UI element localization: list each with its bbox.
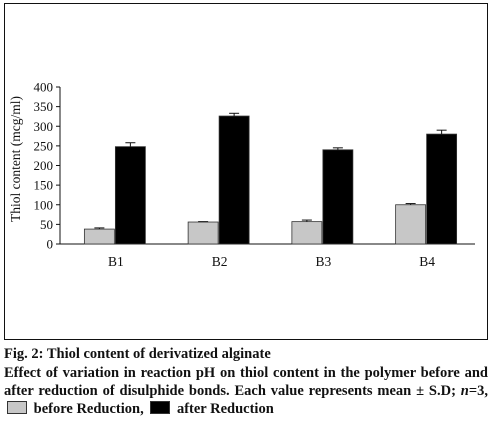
bar-after-reduction [114,146,146,245]
y-tick-label: 150 [34,178,54,193]
figure-frame: 0 50 100 150 200 250 300 350 400 B1 B2 B3 B4 Thiol c… [4,3,488,340]
x-tick-label: B2 [212,254,228,269]
y-tick-label: 350 [34,99,54,114]
caption-n-value: =3, [468,383,488,399]
figure-caption-title: Fig. 2: Thiol content of derivatized alg… [4,346,271,362]
figure-caption-body: Effect of variation in reaction pH on th… [4,364,488,418]
caption-body-text: Effect of variation in reaction pH on th… [4,365,488,399]
bar-after-reduction [322,149,354,245]
bar-before-reduction [395,204,427,245]
legend-before-label: before Reduction, [33,401,144,417]
x-tick-label: B3 [315,254,331,269]
bar-after-reduction [218,115,250,245]
bar-before-reduction [291,221,323,245]
y-tick-label: 50 [40,217,53,232]
caption-n-label: n [460,383,469,399]
bar-before-reduction [83,228,115,245]
bar-after-reduction [426,133,458,245]
before-reduction-swatch [7,401,27,414]
x-tick-label: B1 [108,254,124,269]
y-tick-label: 300 [34,119,54,134]
bar-chart: 0 50 100 150 200 250 300 350 400 B1 B2 B3 B4 Thiol c… [8,80,475,269]
y-tick-label: 100 [34,197,54,212]
y-tick-label: 0 [47,237,54,252]
bar-before-reduction [187,221,219,245]
y-tick-label: 250 [34,138,54,153]
legend-after-label: after Reduction [176,401,274,417]
y-tick-label: 200 [34,158,54,173]
y-tick-label: 400 [34,80,54,95]
after-reduction-swatch [150,401,171,414]
y-axis-label: Thiol content (mcg/ml) [8,96,23,222]
x-tick-label: B4 [419,254,435,269]
